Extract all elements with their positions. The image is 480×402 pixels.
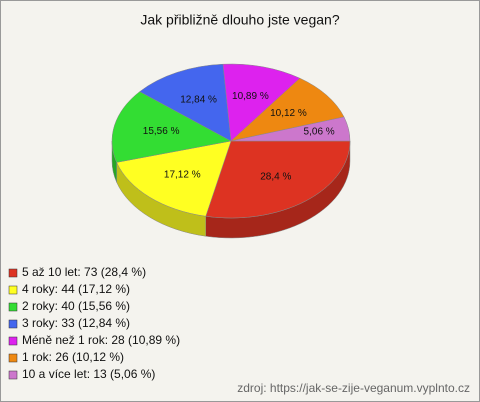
source: zdroj: https://jak-se-zije-veganum.vypln… [237, 381, 470, 395]
legend-label: 4 roky: 44 (17,12 %) [22, 282, 130, 296]
slice [222, 63, 301, 142]
legend-label: 3 roky: 33 (12,84 %) [22, 316, 130, 330]
legend-swatch [8, 302, 18, 312]
data-label: 12,84 % [180, 94, 217, 105]
legend-swatch [8, 285, 18, 295]
slice [116, 140, 232, 217]
slice [139, 63, 232, 142]
legend-swatch [8, 319, 18, 329]
slice [230, 116, 351, 142]
slice [205, 140, 351, 219]
slice [230, 77, 345, 142]
legend-label: 5 až 10 let: 73 (28,4 %) [22, 265, 146, 279]
slice [111, 91, 232, 163]
legend-label: Méně než 1 rok: 28 (10,89 %) [22, 333, 180, 347]
legend-label: 1 rok: 26 (10,12 %) [22, 350, 124, 364]
data-label: 10,89 % [232, 91, 269, 102]
legend-label: 10 a více let: 13 (5,06 %) [22, 367, 155, 381]
data-label: 28,4 % [260, 172, 291, 183]
data-label: 15,56 % [143, 126, 180, 137]
data-label: 5,06 % [304, 126, 335, 137]
data-label: 17,12 % [164, 169, 201, 180]
legend-swatch [8, 336, 18, 346]
data-label: 10,12 % [270, 108, 307, 119]
legend-label: 2 roky: 40 (15,56 %) [22, 299, 130, 313]
legend-swatch [8, 353, 18, 363]
legend-swatch [8, 370, 18, 380]
legend-swatch [8, 268, 18, 278]
chart-title: Jak přibližně dlouho jste vegan? [140, 12, 339, 28]
